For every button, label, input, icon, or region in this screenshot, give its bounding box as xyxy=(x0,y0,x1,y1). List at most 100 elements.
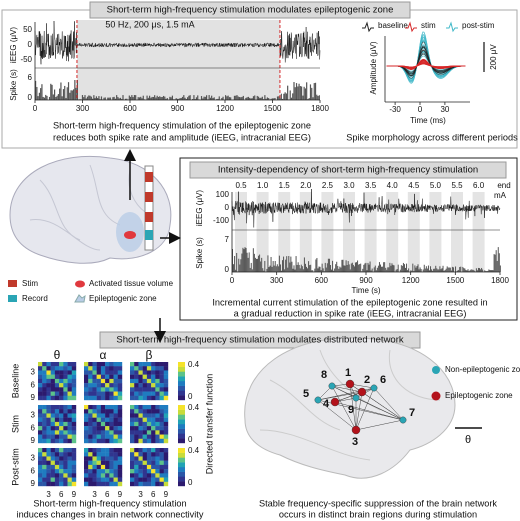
matrix-cell xyxy=(142,409,148,414)
spike-bar xyxy=(470,269,472,272)
brain xyxy=(244,337,456,479)
tick-label: 600 xyxy=(123,104,137,113)
spike-bar xyxy=(119,97,122,100)
matrix-cell xyxy=(142,413,148,418)
matrix-cell xyxy=(134,370,139,375)
tick-label: 1800 xyxy=(491,276,509,285)
matrix-cell xyxy=(50,395,56,401)
spike-bar xyxy=(296,264,298,272)
matrix-cell xyxy=(146,469,152,474)
matrix-cell xyxy=(159,473,164,478)
spike-bar xyxy=(135,95,137,100)
matrix-cell xyxy=(138,421,143,427)
matrix-cell xyxy=(71,374,77,380)
matrix-cell xyxy=(71,426,77,431)
network-node xyxy=(370,384,378,392)
matrix-cell xyxy=(113,477,118,482)
matrix-cell xyxy=(142,374,148,380)
spike-bar xyxy=(246,252,248,272)
network-edge xyxy=(355,387,375,431)
matrix-cell xyxy=(117,421,123,427)
matrix-cell xyxy=(92,405,97,410)
matrix-cell xyxy=(113,417,118,423)
header: Short-term high-frequency stimulation mo… xyxy=(116,335,403,346)
spike-bar xyxy=(70,90,72,100)
matrix-cell xyxy=(92,477,97,482)
matrix-cell xyxy=(96,477,102,482)
spike-bar xyxy=(469,270,471,272)
matrix-cell xyxy=(105,366,110,371)
spike-bar xyxy=(176,98,179,100)
tick-label: 3 xyxy=(31,454,36,463)
matrix-cell xyxy=(113,452,118,457)
matrix-cell xyxy=(134,391,139,396)
matrix-cell xyxy=(159,464,164,470)
spike-bar xyxy=(373,267,375,272)
spike-bar xyxy=(107,97,109,100)
matrix-cell xyxy=(138,405,143,410)
matrix-cell xyxy=(117,434,123,439)
spike-bar xyxy=(328,258,330,272)
matrix-cell xyxy=(67,464,72,470)
matrix-cell xyxy=(50,374,56,380)
spike-bar xyxy=(297,86,299,100)
spike-bar xyxy=(159,96,161,100)
matrix-cell xyxy=(113,481,118,487)
matrix-cell xyxy=(146,409,152,414)
matrix-cell xyxy=(67,426,72,431)
stim-period xyxy=(76,20,280,100)
matrix-cell xyxy=(54,426,60,431)
spike-bar xyxy=(349,269,351,272)
spike-bar xyxy=(302,95,304,100)
matrix-cell xyxy=(151,395,156,401)
spike-bar xyxy=(362,268,364,272)
matrix-cell xyxy=(134,378,139,384)
matrix-cell xyxy=(42,481,47,487)
matrix-cell xyxy=(42,413,47,418)
spike-bar xyxy=(452,267,454,272)
matrix-cell xyxy=(71,405,77,410)
caption: induces changes in brain network connect… xyxy=(17,509,204,519)
matrix-cell xyxy=(163,417,169,423)
spike-bar xyxy=(188,95,190,100)
tick-label: 3 xyxy=(31,368,36,377)
spike-bar xyxy=(156,95,158,100)
matrix-cell xyxy=(155,378,160,384)
matrix-cell xyxy=(84,395,89,401)
matrix-cell xyxy=(42,438,47,444)
matrix-cell xyxy=(142,477,148,482)
matrix-cell xyxy=(109,405,114,410)
colorbar-segment xyxy=(178,467,185,472)
matrix-cell xyxy=(151,477,156,482)
spike-bar xyxy=(60,82,62,100)
matrix-cell xyxy=(109,426,114,431)
matrix-cell xyxy=(113,430,118,435)
spike-bar xyxy=(151,96,153,100)
matrix-cell xyxy=(38,421,43,427)
spike-bar xyxy=(67,82,70,100)
spike-bar xyxy=(235,269,237,272)
spike-bar xyxy=(290,256,292,272)
matrix-cell xyxy=(109,421,114,427)
matrix-cell xyxy=(109,413,114,418)
matrix-cell xyxy=(117,464,123,470)
matrix-cell xyxy=(113,448,118,453)
matrix-cell xyxy=(59,374,64,380)
matrix-cell xyxy=(105,409,110,414)
matrix-cell xyxy=(67,469,72,474)
matrix-cell xyxy=(96,430,102,435)
matrix-cell xyxy=(100,448,106,453)
matrix-cell xyxy=(59,409,64,414)
spike-bar xyxy=(332,260,334,272)
legend-icon xyxy=(432,366,440,374)
matrix-cell xyxy=(63,469,68,474)
spike-bar xyxy=(416,266,418,272)
spike-bar xyxy=(75,87,77,100)
matrix-cell xyxy=(38,362,43,367)
network-node xyxy=(328,382,336,390)
matrix-cell xyxy=(109,383,114,388)
spike-bar xyxy=(278,96,280,100)
matrix-cell xyxy=(38,452,43,457)
matrix-cell xyxy=(63,430,68,435)
spike-bar xyxy=(233,264,235,272)
